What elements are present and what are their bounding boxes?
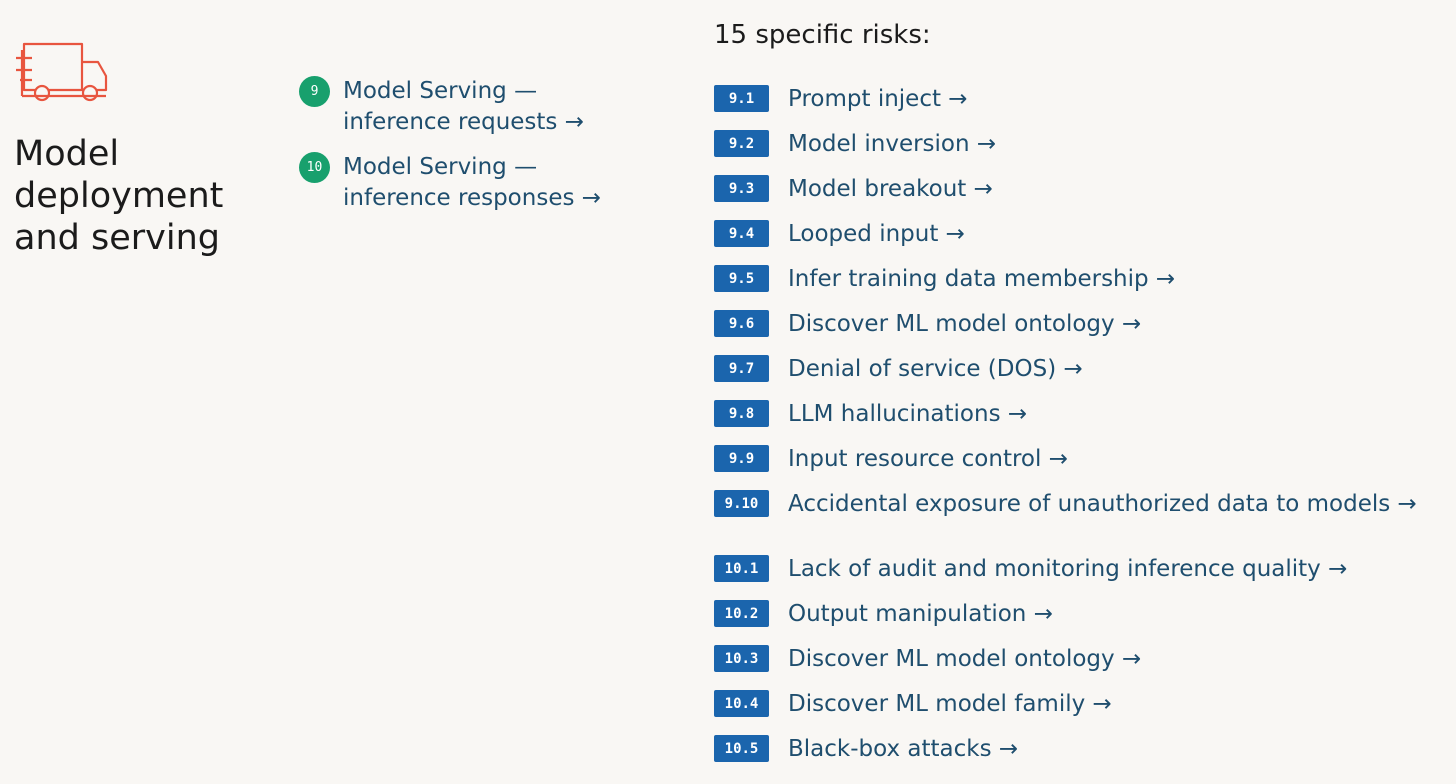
risk-item[interactable]: 9.10 Accidental exposure of unauthorized … [714, 481, 1417, 526]
section-title: Model deployment and serving [14, 134, 224, 258]
risk-id-badge: 9.6 [714, 310, 769, 337]
component-number-badge: 9 [299, 76, 330, 107]
risk-id-badge: 9.7 [714, 355, 769, 382]
risk-item[interactable]: 10.2 Output manipulation → [714, 591, 1417, 636]
risk-id-badge: 9.5 [714, 265, 769, 292]
risk-item[interactable]: 10.1 Lack of audit and monitoring inferen… [714, 546, 1417, 591]
risk-item[interactable]: 10.5 Black-box attacks → [714, 726, 1417, 771]
risk-id-badge: 9.9 [714, 445, 769, 472]
risk-id-badge: 9.1 [714, 85, 769, 112]
risk-id-badge: 9.2 [714, 130, 769, 157]
risk-id-badge: 9.4 [714, 220, 769, 247]
risk-id-badge: 10.4 [714, 690, 769, 717]
risk-link[interactable]: Looped input → [788, 220, 965, 247]
risk-id-badge: 9.10 [714, 490, 769, 517]
risk-item[interactable]: 9.1 Prompt inject → [714, 76, 1417, 121]
risk-link[interactable]: Model breakout → [788, 175, 993, 202]
component-item-10[interactable]: 10 Model Serving — inference responses → [299, 152, 643, 214]
risk-link[interactable]: Output manipulation → [788, 600, 1053, 627]
risk-link[interactable]: Denial of service (DOS) → [788, 355, 1083, 382]
component-list: 9 Model Serving — inference requests → 1… [299, 76, 643, 228]
risk-link[interactable]: LLM hallucinations → [788, 400, 1028, 427]
risk-item[interactable]: 9.3 Model breakout → [714, 166, 1417, 211]
risk-item[interactable]: 10.4 Discover ML model family → [714, 681, 1417, 726]
risk-item[interactable]: 10.3 Discover ML model ontology → [714, 636, 1417, 681]
risk-link[interactable]: Discover ML model ontology → [788, 645, 1142, 672]
risk-item[interactable]: 9.2 Model inversion → [714, 121, 1417, 166]
risk-list: 9.1 Prompt inject → 9.2 Model inversion → … [714, 76, 1417, 771]
risk-id-badge: 10.3 [714, 645, 769, 672]
risk-item[interactable]: 9.7 Denial of service (DOS) → [714, 346, 1417, 391]
risks-heading: 15 specific risks: [714, 20, 931, 50]
risk-link[interactable]: Prompt inject → [788, 85, 968, 112]
risk-item[interactable]: 9.4 Looped input → [714, 211, 1417, 256]
risk-id-badge: 9.3 [714, 175, 769, 202]
component-number-badge: 10 [299, 152, 330, 183]
component-link[interactable]: Model Serving — inference requests → [343, 78, 584, 135]
risk-item[interactable]: 9.6 Discover ML model ontology → [714, 301, 1417, 346]
risk-item[interactable]: 9.8 LLM hallucinations → [714, 391, 1417, 436]
risk-id-badge: 9.8 [714, 400, 769, 427]
risk-id-badge: 10.5 [714, 735, 769, 762]
risk-link[interactable]: Model inversion → [788, 130, 997, 157]
risk-link[interactable]: Discover ML model ontology → [788, 310, 1142, 337]
delivery-truck-icon [16, 42, 108, 102]
risk-link[interactable]: Discover ML model family → [788, 690, 1112, 717]
component-link[interactable]: Model Serving — inference responses → [343, 154, 602, 211]
risk-link[interactable]: Black-box attacks → [788, 735, 1019, 762]
risk-link[interactable]: Input resource control → [788, 445, 1068, 472]
risk-item[interactable]: 9.9 Input resource control → [714, 436, 1417, 481]
risk-id-badge: 10.1 [714, 555, 769, 582]
risk-link[interactable]: Lack of audit and monitoring inference q… [788, 555, 1348, 582]
risk-item[interactable]: 9.5 Infer training data membership → [714, 256, 1417, 301]
risk-link[interactable]: Accidental exposure of unauthorized data… [788, 490, 1417, 517]
component-item-9[interactable]: 9 Model Serving — inference requests → [299, 76, 643, 138]
risk-id-badge: 10.2 [714, 600, 769, 627]
risk-link[interactable]: Infer training data membership → [788, 265, 1176, 292]
